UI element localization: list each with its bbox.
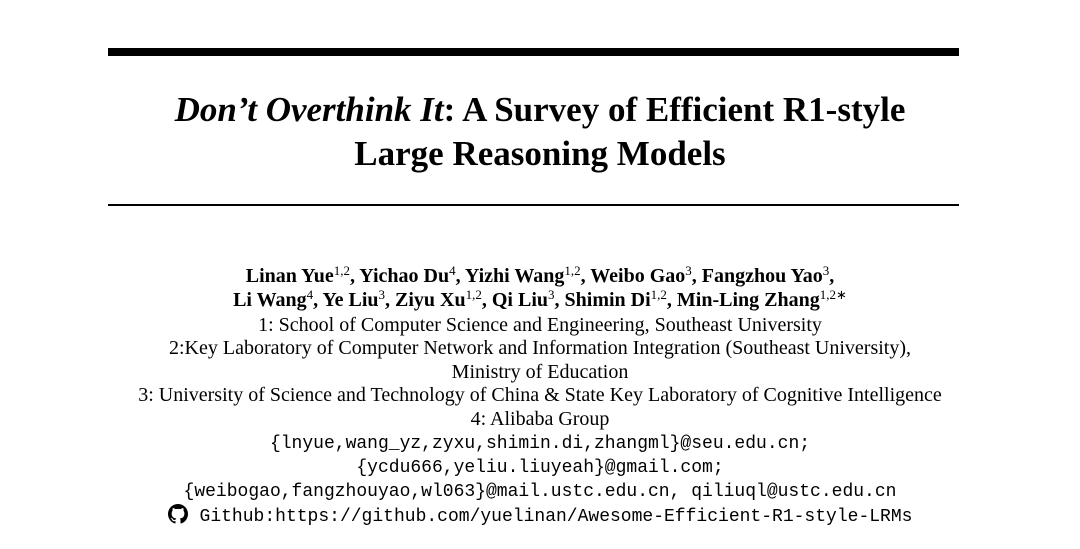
contact-emails: {lnyue,wang_yz,zyxu,shimin.di,zhangml}@s… bbox=[0, 432, 1080, 529]
author: Linan Yue1,2, bbox=[245, 263, 360, 287]
affiliations: 1: School of Computer Science and Engine… bbox=[0, 314, 1080, 431]
affiliation-3: 3: University of Science and Technology … bbox=[138, 384, 942, 407]
author: Li Wang4, bbox=[233, 287, 323, 311]
author: Ziyu Xu1,2, bbox=[395, 287, 492, 311]
author: Min-Ling Zhang1,2∗ bbox=[676, 287, 847, 311]
github-line: Github:https://github.com/yuelinan/Aweso… bbox=[0, 504, 1080, 529]
email-line-2: {ycdu666,yeliu.liuyeah}@gmail.com; bbox=[356, 458, 724, 478]
top-rule bbox=[108, 48, 959, 56]
title-italic: Don’t Overthink It bbox=[174, 90, 444, 129]
title-bottom-rule bbox=[108, 204, 959, 206]
email-line-1: {lnyue,wang_yz,zyxu,shimin.di,zhangml}@s… bbox=[269, 434, 811, 454]
author: Qi Liu3, bbox=[491, 287, 565, 311]
title-line-2: Large Reasoning Models bbox=[354, 134, 726, 173]
author: Yichao Du4, bbox=[359, 263, 465, 287]
affiliation-1: 1: School of Computer Science and Engine… bbox=[258, 314, 822, 336]
author-line-1: Linan Yue1,2, Yichao Du4, Yizhi Wang1,2,… bbox=[0, 264, 1080, 288]
email-line-3: {weibogao,fangzhouyao,wl063}@mail.ustc.e… bbox=[183, 482, 897, 502]
affiliation-4: 4: Alibaba Group bbox=[470, 407, 610, 430]
author: Ye Liu3, bbox=[322, 287, 396, 311]
author: Fangzhou Yao3, bbox=[701, 263, 835, 287]
author-list: Linan Yue1,2, Yichao Du4, Yizhi Wang1,2,… bbox=[0, 264, 1080, 312]
github-icon bbox=[167, 504, 188, 524]
github-link[interactable]: Github:https://github.com/yuelinan/Aweso… bbox=[199, 507, 913, 527]
paper-title: Don’t Overthink It: A Survey of Efficien… bbox=[0, 88, 1080, 176]
author: Yizhi Wang1,2, bbox=[464, 263, 591, 287]
title-line1-rest: : A Survey of Efficient R1-style bbox=[443, 90, 906, 129]
affiliation-2: 2:Key Laboratory of Computer Network and… bbox=[168, 337, 912, 360]
author-line-2: Li Wang4, Ye Liu3, Ziyu Xu1,2, Qi Liu3, … bbox=[0, 288, 1080, 312]
author: Shimin Di1,2, bbox=[564, 287, 677, 311]
affiliation-2-cont: Ministry of Education bbox=[451, 360, 629, 383]
title-line-1: Don’t Overthink It: A Survey of Efficien… bbox=[0, 88, 1080, 132]
author: Weibo Gao3, bbox=[590, 263, 702, 287]
